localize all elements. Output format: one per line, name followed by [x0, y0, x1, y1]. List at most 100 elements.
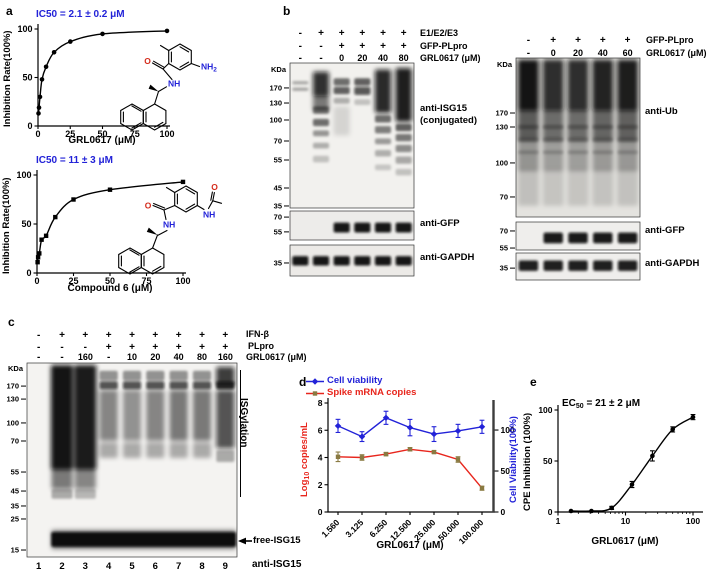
svg-text:50: 50: [105, 276, 115, 286]
svg-text:35: 35: [500, 264, 508, 273]
svg-text:0: 0: [35, 129, 40, 139]
svg-text:+: +: [106, 342, 112, 353]
b-right-row-label-grl0617: GRL0617 (μM): [646, 48, 707, 58]
svg-text:6: 6: [318, 425, 323, 435]
svg-text:1: 1: [556, 516, 561, 526]
svg-text:+: +: [152, 330, 158, 341]
c-isgylation-label: ISGylation: [238, 398, 249, 448]
svg-text:KDa: KDa: [271, 65, 287, 74]
svg-text:+: +: [222, 342, 228, 353]
inhibition-rate-ylabel-top: Inhibition Rate(100%): [2, 30, 13, 127]
svg-text:7: 7: [176, 561, 181, 572]
svg-text:170: 170: [269, 84, 282, 93]
svg-text:50: 50: [22, 73, 32, 83]
svg-text:O: O: [144, 56, 151, 66]
cell-viability-ylabel: Cell Viability(100%): [508, 416, 519, 503]
svg-text:+: +: [129, 342, 135, 353]
b-left-anti-gfp-label: anti-GFP: [420, 218, 460, 229]
svg-text:0: 0: [27, 121, 32, 131]
svg-text:8: 8: [199, 561, 204, 572]
ec50-sub: 50: [575, 403, 584, 410]
chart-e: 0 50 100 1 10 100: [538, 405, 703, 526]
panel-e-label: e: [530, 375, 537, 389]
blot-c-panel-0: 170 130 100 70 55 45 35 25 15: [6, 362, 238, 558]
svg-text:55: 55: [274, 156, 282, 165]
panel-c-label: c: [8, 315, 15, 329]
svg-text:35: 35: [274, 259, 282, 268]
panel-d-label: d: [299, 375, 307, 389]
svg-text:25: 25: [11, 515, 19, 524]
b-right-row-label-gfp-plpro: GFP-PLpro: [646, 35, 694, 45]
log10-sub: 10: [304, 471, 311, 480]
svg-text:6.250: 6.250: [367, 517, 389, 539]
svg-text:1: 1: [36, 561, 42, 572]
svg-text:100: 100: [6, 419, 19, 428]
c-free-isg15-label: free-ISG15: [253, 535, 301, 546]
b-left-anti-isg15-label-line2: (conjugated): [420, 115, 477, 126]
svg-text:10: 10: [127, 352, 137, 362]
svg-text:50: 50: [97, 129, 107, 139]
svg-text:15: 15: [11, 546, 19, 555]
svg-text:NH: NH: [203, 210, 215, 220]
svg-text:+: +: [106, 330, 112, 341]
svg-text:35: 35: [274, 202, 282, 211]
svg-text:100: 100: [495, 159, 508, 168]
grl0617-xlabel-e: GRL0617 (μM): [591, 536, 659, 547]
ic50-grl0617-text: IC50 = 2.1 ± 0.2 μM: [36, 9, 125, 20]
svg-text:+: +: [359, 28, 365, 39]
svg-text:+: +: [401, 28, 407, 39]
svg-text:160: 160: [78, 352, 93, 362]
svg-text:+: +: [176, 342, 182, 353]
svg-text:O: O: [211, 182, 218, 192]
svg-text:50: 50: [21, 219, 31, 229]
b-left-row-label-gfp-plpro: GFP-PLpro: [420, 41, 468, 51]
svg-text:35: 35: [11, 502, 19, 511]
svg-text:-: -: [527, 48, 530, 59]
svg-text:25.000: 25.000: [412, 517, 438, 543]
svg-text:0: 0: [318, 507, 323, 517]
svg-text:100: 100: [175, 276, 190, 286]
svg-text:40: 40: [378, 53, 388, 63]
svg-text:+: +: [129, 330, 135, 341]
log10-rest: copies/mL: [299, 422, 310, 472]
c-anti-isg15-label: anti-ISG15: [252, 559, 302, 570]
grl0617-structure: O NH NH2: [120, 43, 217, 131]
svg-text:-: -: [299, 53, 302, 64]
svg-text:55: 55: [11, 468, 19, 477]
b-left-anti-isg15-label-line1: anti-ISG15: [420, 103, 467, 114]
svg-text:100: 100: [16, 170, 31, 180]
svg-text:+: +: [600, 35, 606, 46]
ec50-text: EC50 = 21 ± 2 μM: [562, 398, 640, 410]
svg-text:20: 20: [150, 352, 160, 362]
svg-text:10: 10: [621, 516, 631, 526]
svg-text:0: 0: [34, 276, 39, 286]
svg-text:+: +: [59, 330, 65, 341]
svg-text:NH: NH: [168, 79, 180, 89]
svg-text:-: -: [37, 352, 40, 363]
chart-a_top: 0 50 100 0 25 50 75 100: [17, 24, 175, 139]
svg-text:+: +: [380, 41, 386, 52]
log10-copies-ylabel: Log10 copies/mL: [299, 422, 311, 497]
svg-text:KDa: KDa: [8, 364, 24, 373]
compound6-xlabel: Compound 6 (μM): [67, 283, 153, 294]
svg-text:55: 55: [274, 227, 282, 236]
svg-text:-: -: [84, 342, 87, 353]
svg-text:+: +: [359, 41, 365, 52]
svg-text:100: 100: [159, 129, 174, 139]
svg-text:+: +: [199, 330, 205, 341]
svg-text:+: +: [318, 28, 324, 39]
svg-text:+: +: [82, 330, 88, 341]
svg-text:12.500: 12.500: [388, 517, 414, 543]
svg-text:50: 50: [543, 456, 553, 466]
svg-text:20: 20: [573, 48, 583, 58]
svg-text:100: 100: [686, 516, 700, 526]
svg-text:8: 8: [318, 398, 323, 408]
svg-text:4: 4: [106, 561, 112, 572]
svg-text:170: 170: [6, 382, 19, 391]
grl0617-xlabel-d: GRL0617 (μM): [376, 540, 444, 551]
blot-c: - + + + + + + + +- - - + + + + + +- -160-10 20 40 80 16017013…: [6, 330, 238, 572]
b-left-row-label-e1e2e3: E1/E2/E3: [420, 28, 459, 38]
svg-text:70: 70: [274, 213, 282, 222]
